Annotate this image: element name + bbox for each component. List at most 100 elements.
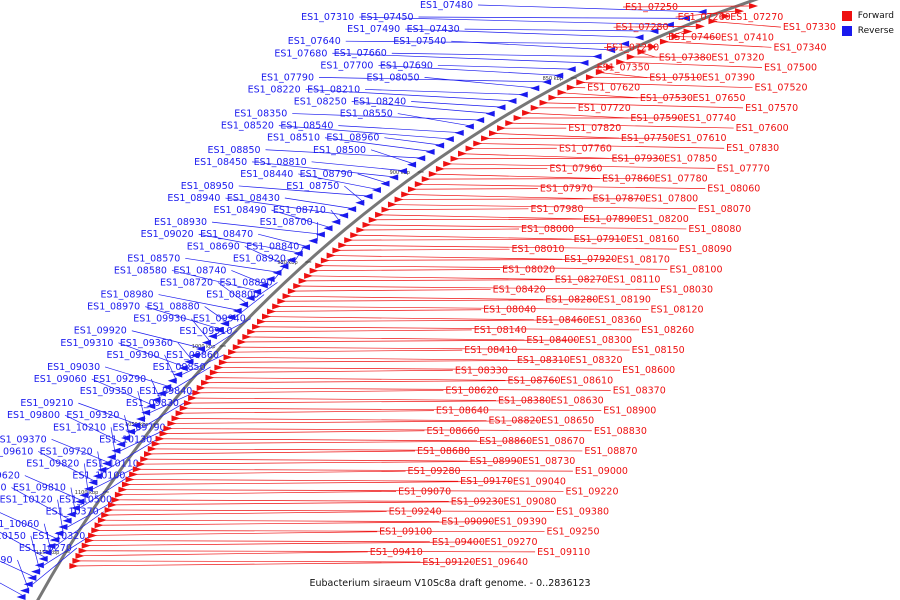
reverse-leader-line	[278, 125, 454, 140]
reverse-gene-label: ES1_10120	[0, 495, 53, 506]
forward-leader-line	[125, 479, 459, 482]
reverse-gene-label: ES1_10390	[0, 555, 13, 566]
forward-gene-glyph	[338, 242, 348, 249]
forward-gene-glyph	[626, 53, 636, 60]
forward-leader-line	[140, 458, 468, 462]
kbp-tick-label: 850 kbp	[543, 76, 563, 82]
reverse-gene-glyph	[579, 59, 589, 66]
forward-gene-label: ES1_07910	[574, 234, 627, 245]
forward-gene-glyph	[522, 109, 532, 116]
forward-leader-line	[201, 380, 559, 384]
forward-leader-line	[214, 367, 621, 371]
reverse-leader-line	[199, 330, 238, 356]
reverse-leader-line	[0, 560, 37, 579]
forward-gene-glyph	[616, 59, 626, 65]
forward-gene-label: ES1_08200	[636, 214, 689, 225]
reverse-gene-label: ES1_09020	[141, 229, 194, 240]
forward-gene-glyph	[78, 547, 88, 554]
reverse-gene-glyph	[634, 34, 644, 41]
reverse-gene-label: ES1_10150	[0, 531, 26, 542]
forward-leader-line	[394, 198, 644, 200]
forward-gene-label: ES1_07590	[630, 113, 683, 124]
forward-gene-label: ES1_09640	[475, 557, 528, 568]
forward-gene-glyph	[749, 3, 759, 9]
reverse-leader-line	[38, 451, 98, 483]
forward-leader-line	[175, 410, 434, 414]
reverse-gene-label: ES1_07680	[274, 48, 327, 59]
forward-gene-glyph	[304, 272, 314, 279]
forward-leader-line	[338, 244, 677, 250]
forward-gene-glyph	[223, 354, 233, 361]
reverse-gene-glyph	[323, 225, 333, 232]
forward-leader-line	[522, 112, 629, 119]
forward-gene-glyph	[214, 364, 224, 371]
forward-leader-line	[84, 540, 430, 543]
forward-gene-glyph	[287, 288, 297, 295]
reverse-gene-glyph	[272, 269, 282, 276]
reverse-gene-label: ES1_09940	[193, 314, 246, 325]
forward-gene-glyph	[151, 440, 161, 447]
forward-leader-line	[163, 428, 592, 432]
reverse-gene-glyph	[566, 66, 576, 73]
reverse-leader-line	[145, 306, 224, 331]
reverse-gene-label: ES1_08720	[160, 278, 213, 289]
reverse-gene-label: ES1_10070	[0, 483, 7, 494]
reverse-gene-glyph	[62, 517, 72, 524]
reverse-leader-line	[78, 402, 141, 426]
reverse-leader-line	[359, 16, 674, 26]
reverse-gene-label: ES1_08740	[173, 265, 226, 276]
forward-gene-glyph	[183, 400, 193, 407]
reverse-gene-glyph	[620, 40, 630, 47]
forward-leader-line	[282, 295, 544, 300]
forward-gene-label: ES1_07620	[587, 83, 640, 94]
reverse-leader-line	[120, 426, 171, 452]
forward-gene-label: ES1_07740	[683, 113, 736, 124]
reverse-leader-line	[171, 270, 262, 293]
forward-gene-label: ES1_08420	[493, 285, 546, 296]
reverse-gene-glyph	[50, 536, 60, 543]
reverse-gene-glyph	[416, 155, 426, 162]
reverse-leader-line	[51, 438, 112, 464]
forward-leader-line	[368, 218, 634, 221]
forward-gene-glyph	[659, 38, 669, 45]
forward-gene-label: ES1_08660	[426, 426, 479, 437]
reverse-leader-line	[104, 366, 172, 388]
reverse-gene-label: ES1_08050	[367, 72, 420, 83]
reverse-gene-label: ES1_07690	[380, 60, 433, 71]
reverse-gene-glyph	[92, 473, 102, 480]
forward-gene-glyph	[111, 496, 121, 503]
reverse-gene-glyph	[664, 21, 674, 28]
forward-gene-label: ES1_07380	[659, 52, 712, 63]
forward-gene-glyph	[69, 563, 79, 569]
forward-gene-label: ES1_07290	[606, 42, 659, 53]
reverse-gene-glyph	[116, 441, 126, 448]
reverse-gene-label: ES1_08950	[181, 181, 234, 192]
reverse-gene-glyph	[371, 187, 381, 194]
forward-gene-glyph	[242, 333, 252, 340]
forward-gene-label: ES1_08040	[483, 305, 536, 316]
forward-leader-line	[223, 356, 515, 361]
reverse-gene-glyph	[184, 358, 194, 365]
forward-leader-line	[557, 92, 638, 99]
forward-leader-line	[171, 418, 487, 422]
forward-gene-glyph	[566, 84, 576, 91]
forward-gene-label: ES1_07920	[564, 254, 617, 265]
forward-gene-glyph	[637, 48, 647, 55]
forward-gene-label: ES1_09390	[494, 517, 547, 528]
reverse-leader-line	[338, 125, 464, 134]
reverse-gene-label: ES1_08890	[219, 277, 272, 288]
forward-leader-line	[196, 387, 611, 391]
forward-gene-label: ES1_08670	[532, 436, 585, 447]
reverse-gene-glyph	[485, 110, 495, 117]
reverse-gene-label: ES1_09610	[0, 446, 33, 457]
reverse-gene-label: ES1_08880	[147, 302, 200, 313]
reverse-gene-label: ES1_08540	[280, 121, 333, 132]
reverse-gene-glyph	[54, 530, 64, 537]
forward-leader-line	[188, 397, 497, 401]
forward-gene-label: ES1_07820	[568, 123, 621, 134]
reverse-gene-glyph	[444, 136, 454, 143]
forward-leader-line	[69, 561, 474, 567]
reverse-gene-glyph	[331, 218, 341, 225]
forward-leader-line	[167, 420, 540, 424]
reverse-gene-glyph	[530, 85, 540, 92]
